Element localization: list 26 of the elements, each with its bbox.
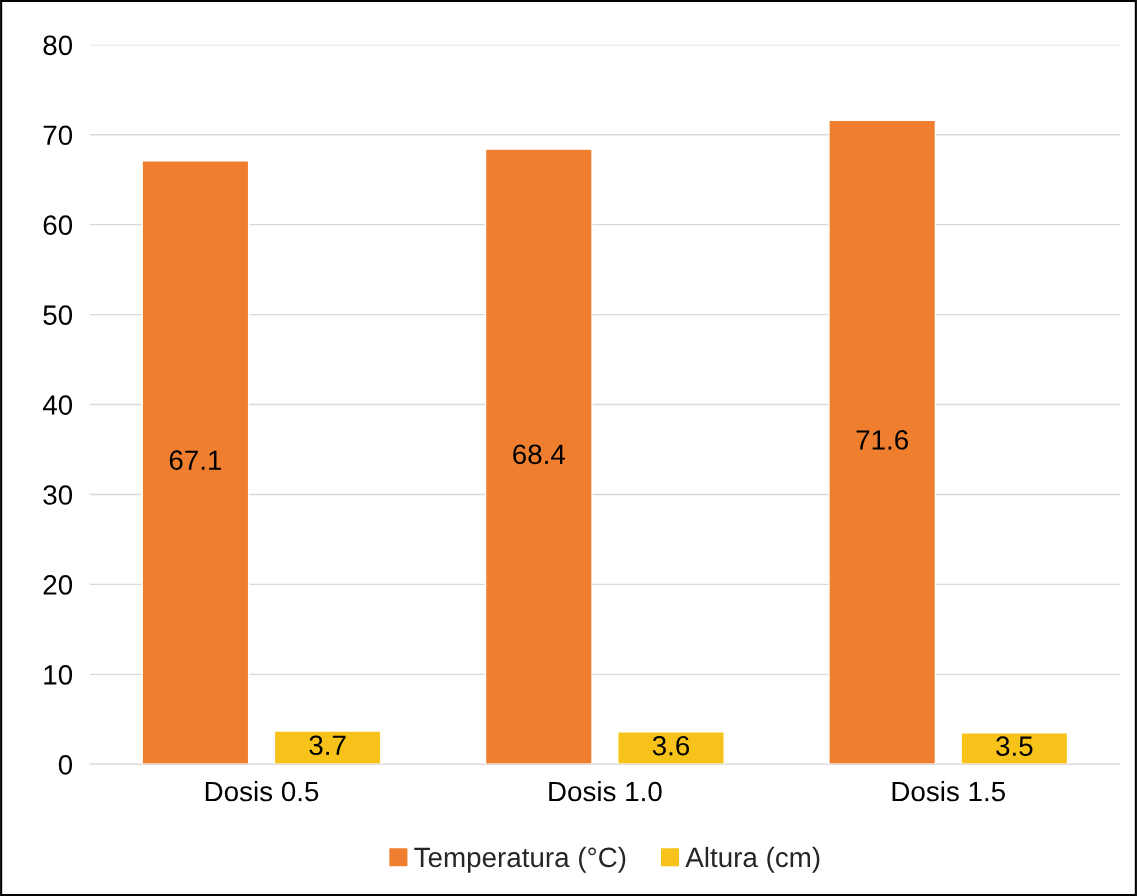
legend-label: Temperatura (°C) bbox=[414, 846, 626, 873]
bar bbox=[484, 148, 593, 765]
bar bbox=[141, 160, 250, 765]
data-label: 3.6 bbox=[652, 735, 690, 756]
x-tick-label: Dosis 1.0 bbox=[549, 780, 662, 802]
data-label: 3.7 bbox=[309, 735, 346, 756]
y-tick-label: 20 bbox=[43, 575, 73, 595]
y-tick-label: 70 bbox=[43, 125, 73, 146]
data-label: 71.6 bbox=[856, 430, 908, 450]
bar bbox=[828, 119, 937, 765]
data-label: 3.5 bbox=[996, 736, 1033, 757]
data-label: 68.4 bbox=[513, 444, 566, 465]
x-tick-label: Dosis 1.5 bbox=[892, 780, 1005, 802]
legend-label: Altura (cm) bbox=[685, 846, 820, 873]
bar bbox=[617, 731, 725, 765]
bar bbox=[960, 732, 1069, 765]
y-tick-label: 40 bbox=[42, 395, 73, 415]
y-tick-label: 10 bbox=[44, 665, 73, 685]
data-label: 67.1 bbox=[169, 450, 222, 471]
bar bbox=[273, 730, 382, 765]
y-tick-label: 60 bbox=[43, 215, 73, 236]
y-tick-label: 50 bbox=[43, 305, 73, 325]
x-tick-label: Dosis 0.5 bbox=[205, 780, 319, 802]
y-tick-label: 0 bbox=[58, 754, 73, 775]
y-tick-label: 30 bbox=[43, 485, 73, 505]
y-tick-label: 80 bbox=[43, 35, 73, 56]
